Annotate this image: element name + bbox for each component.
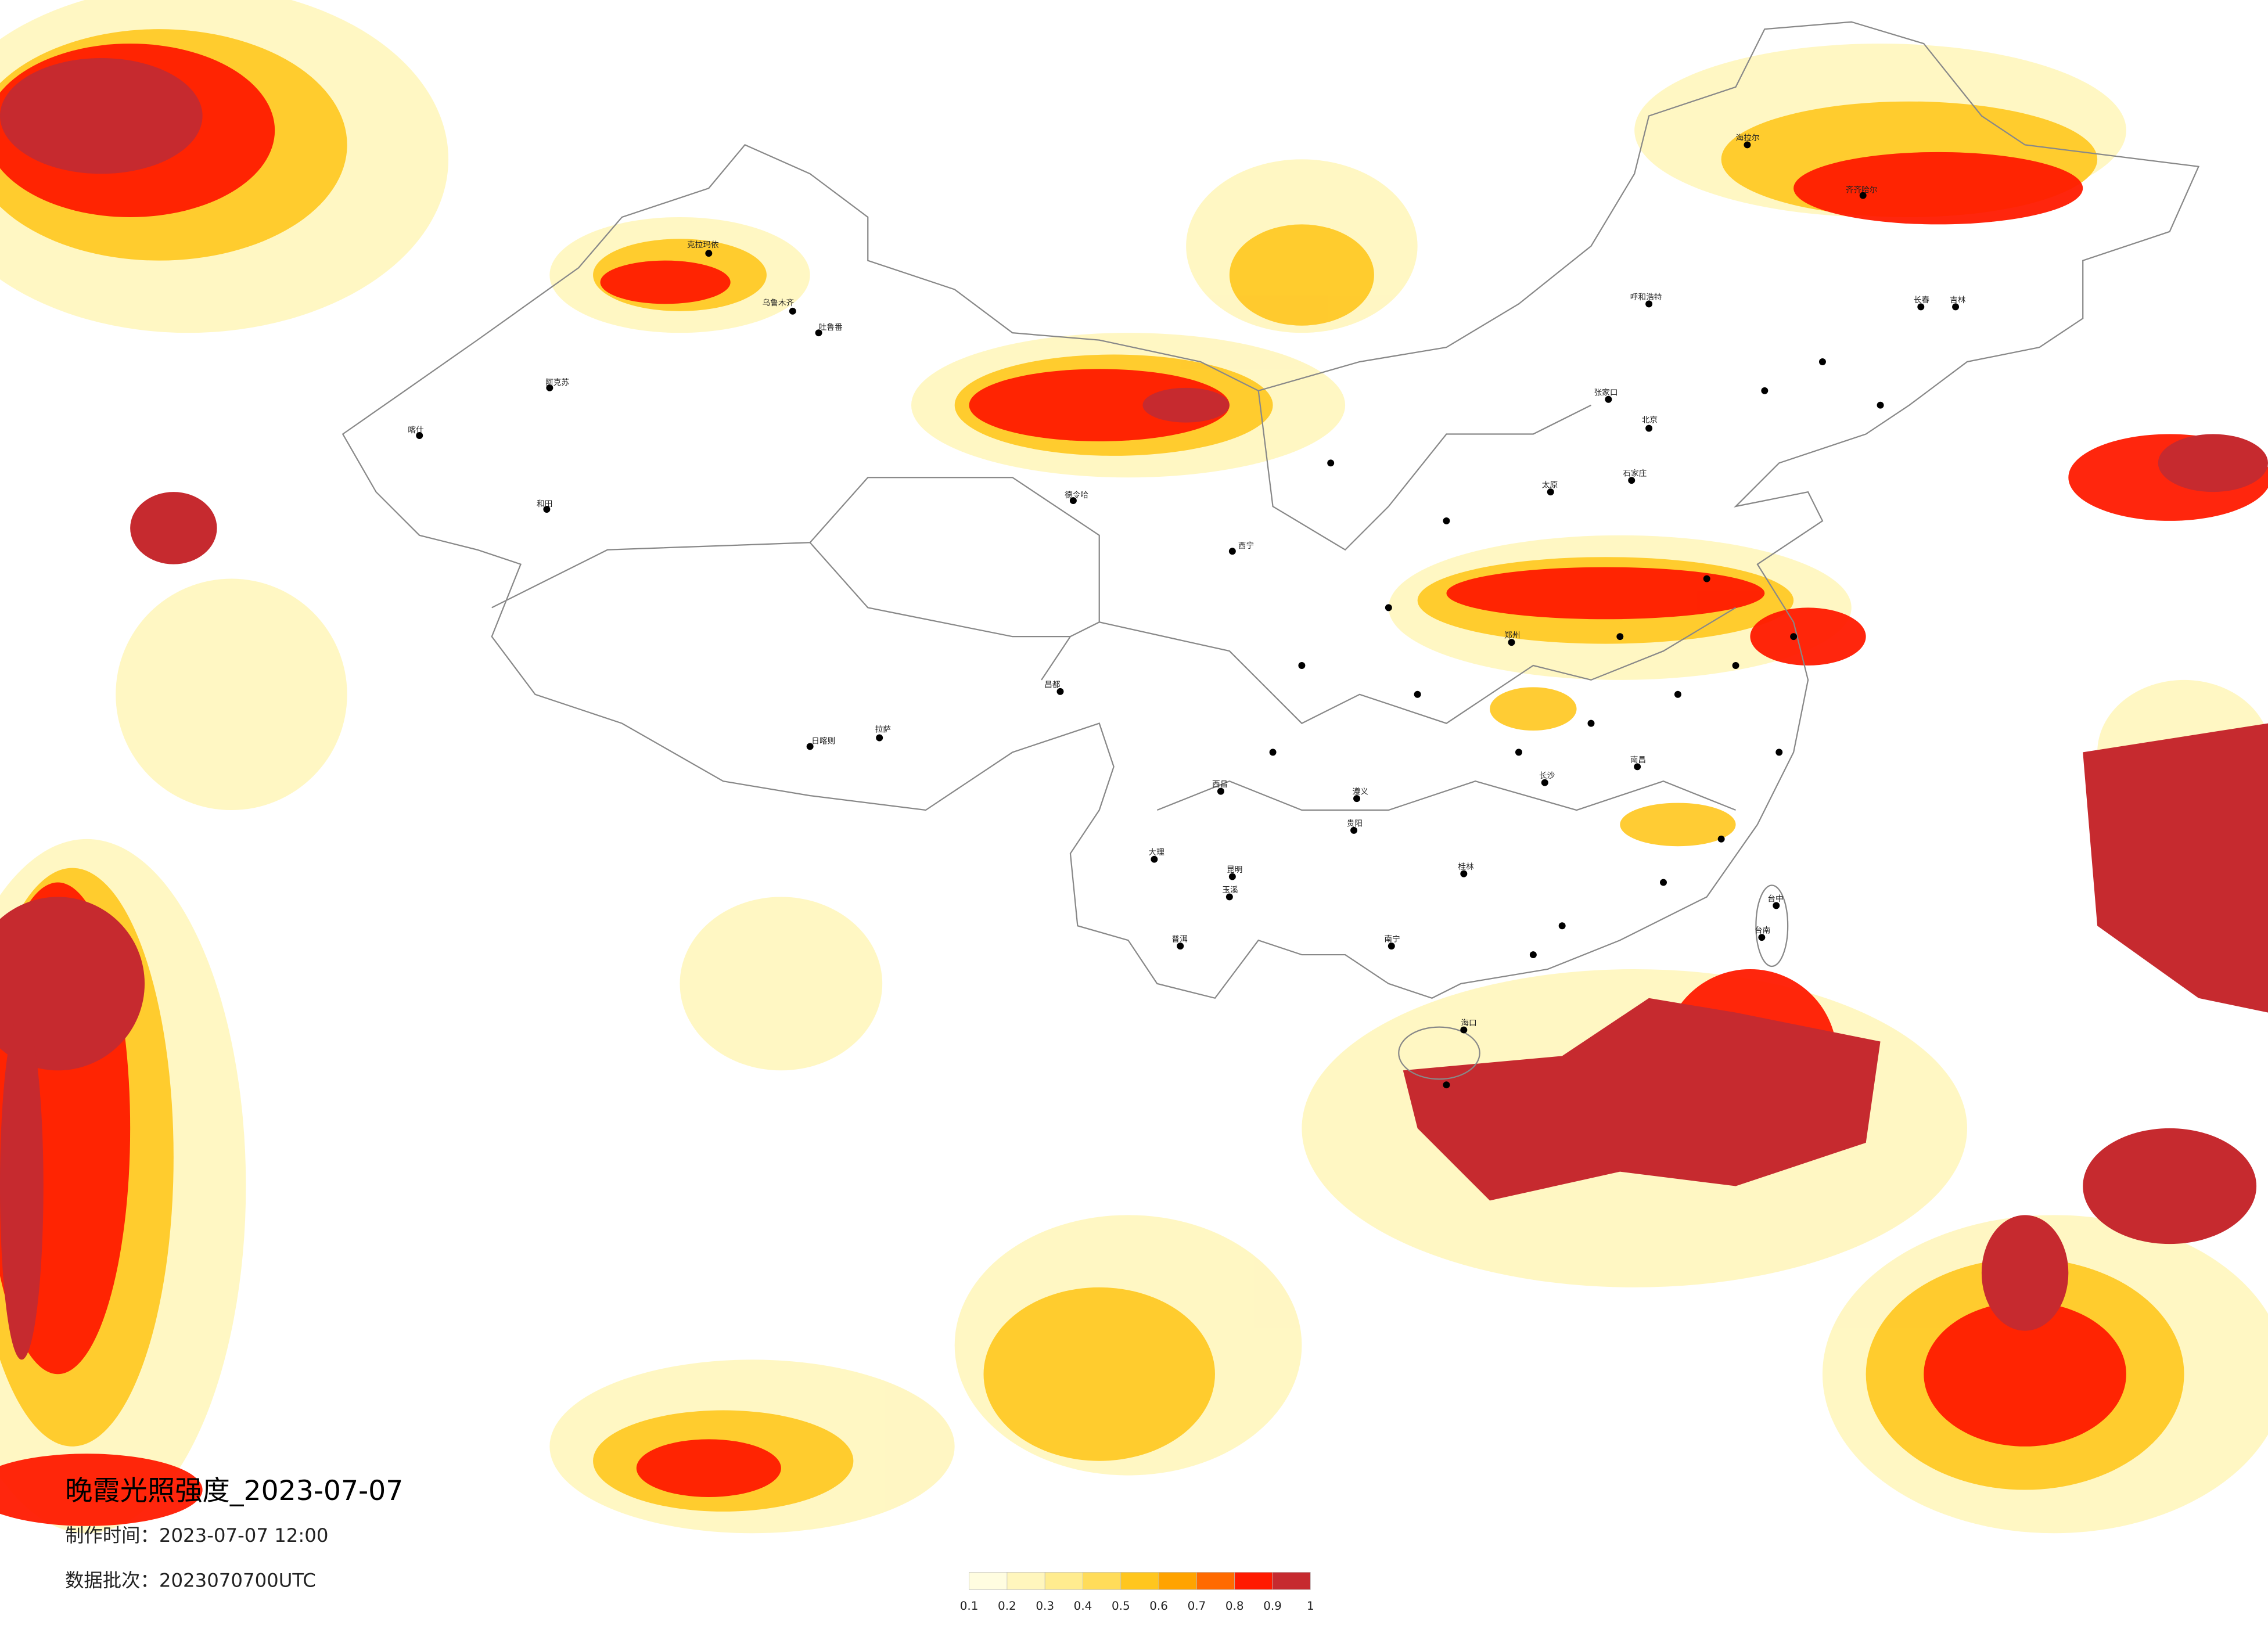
- legend-tick-label: 0.7: [1188, 1599, 1206, 1613]
- city-label: 海口: [1461, 1019, 1476, 1028]
- city-label: 北京: [1642, 416, 1658, 425]
- legend-tick-label: 0.4: [1074, 1599, 1092, 1613]
- city-label: 乌鲁木齐: [762, 298, 794, 308]
- city-label: 昌都: [1044, 680, 1061, 689]
- city-label: 张家口: [1594, 387, 1618, 397]
- legend-tick-label: 0.9: [1263, 1599, 1282, 1613]
- legend-swatch: [1044, 1572, 1083, 1590]
- legend-tick-label: 0.1: [960, 1599, 979, 1613]
- city-label: 克拉玛依: [687, 240, 719, 250]
- data-batch: 数据批次：2023070700UTC: [65, 1569, 316, 1591]
- city-label: 大理: [1148, 848, 1164, 857]
- legend-tick-label: 1: [1307, 1599, 1314, 1613]
- city-label: 南宁: [1384, 934, 1400, 944]
- city-label: 吐鲁番: [819, 323, 843, 332]
- city-label: 阿克苏: [545, 378, 569, 387]
- legend-swatch: [1158, 1572, 1197, 1590]
- legend-tick-label: 0.3: [1036, 1599, 1054, 1613]
- city-label: 齐齐哈尔: [1846, 186, 1878, 195]
- city-label: 和田: [537, 499, 552, 509]
- city-label: 太原: [1542, 481, 1558, 490]
- legend-tick-label: 0.8: [1225, 1599, 1244, 1613]
- city-label: 台中: [1767, 894, 1783, 904]
- city-label: 西昌: [1212, 780, 1228, 789]
- legend-tick-label: 0.6: [1149, 1599, 1168, 1613]
- heat-max: [0, 57, 2268, 1360]
- city-label: 吉林: [1950, 296, 1966, 305]
- city-labels: 克拉玛依 乌鲁木齐 吐鲁番 阿克苏 和田 喀什 日喀则 拉萨 昌都 西宁 德令哈…: [408, 134, 1965, 1028]
- china-outline: [342, 21, 2200, 1080]
- city-label: 郑州: [1504, 631, 1520, 641]
- legend-swatch: [1083, 1572, 1122, 1590]
- city-label: 呼和浩特: [1630, 293, 1662, 302]
- legend-swatch: [1234, 1572, 1273, 1590]
- city-label: 德令哈: [1065, 491, 1088, 500]
- legend-swatch: [1007, 1572, 1045, 1590]
- legend-tick-label: 0.5: [1112, 1599, 1130, 1613]
- city-label: 喀什: [408, 426, 424, 435]
- heat-field: [0, 0, 2268, 1534]
- make-time: 制作时间：2023-07-07 12:00: [65, 1524, 328, 1546]
- legend-swatch: [1120, 1572, 1159, 1590]
- legend: 0.1 0.2 0.3 0.4 0.5 0.6 0.7 0.8 0.9 1: [960, 1572, 1314, 1613]
- city-label: 长沙: [1539, 771, 1555, 780]
- city-label: 拉萨: [875, 725, 891, 735]
- city-label: 台南: [1755, 926, 1770, 936]
- map-title: 晚霞光照强度_2023-07-07: [65, 1475, 403, 1507]
- legend-swatch: [1272, 1572, 1311, 1590]
- city-dots: [416, 141, 1960, 1089]
- city-label: 遵义: [1353, 787, 1369, 797]
- city-label: 普洱: [1171, 935, 1188, 944]
- city-label: 长春: [1914, 296, 1930, 305]
- legend-swatch: [1196, 1572, 1235, 1590]
- legend-tick-label: 0.2: [998, 1599, 1016, 1613]
- city-label: 桂林: [1458, 862, 1474, 872]
- city-label: 南昌: [1630, 756, 1646, 765]
- city-label: 昆明: [1227, 865, 1242, 875]
- city-label: 日喀则: [811, 736, 835, 746]
- city-label: 海拉尔: [1736, 134, 1760, 143]
- city-label: 玉溪: [1222, 886, 1238, 895]
- city-label: 贵阳: [1347, 819, 1363, 828]
- city-label: 石家庄: [1623, 469, 1647, 479]
- legend-swatch: [969, 1572, 1008, 1590]
- city-label: 西宁: [1238, 541, 1254, 551]
